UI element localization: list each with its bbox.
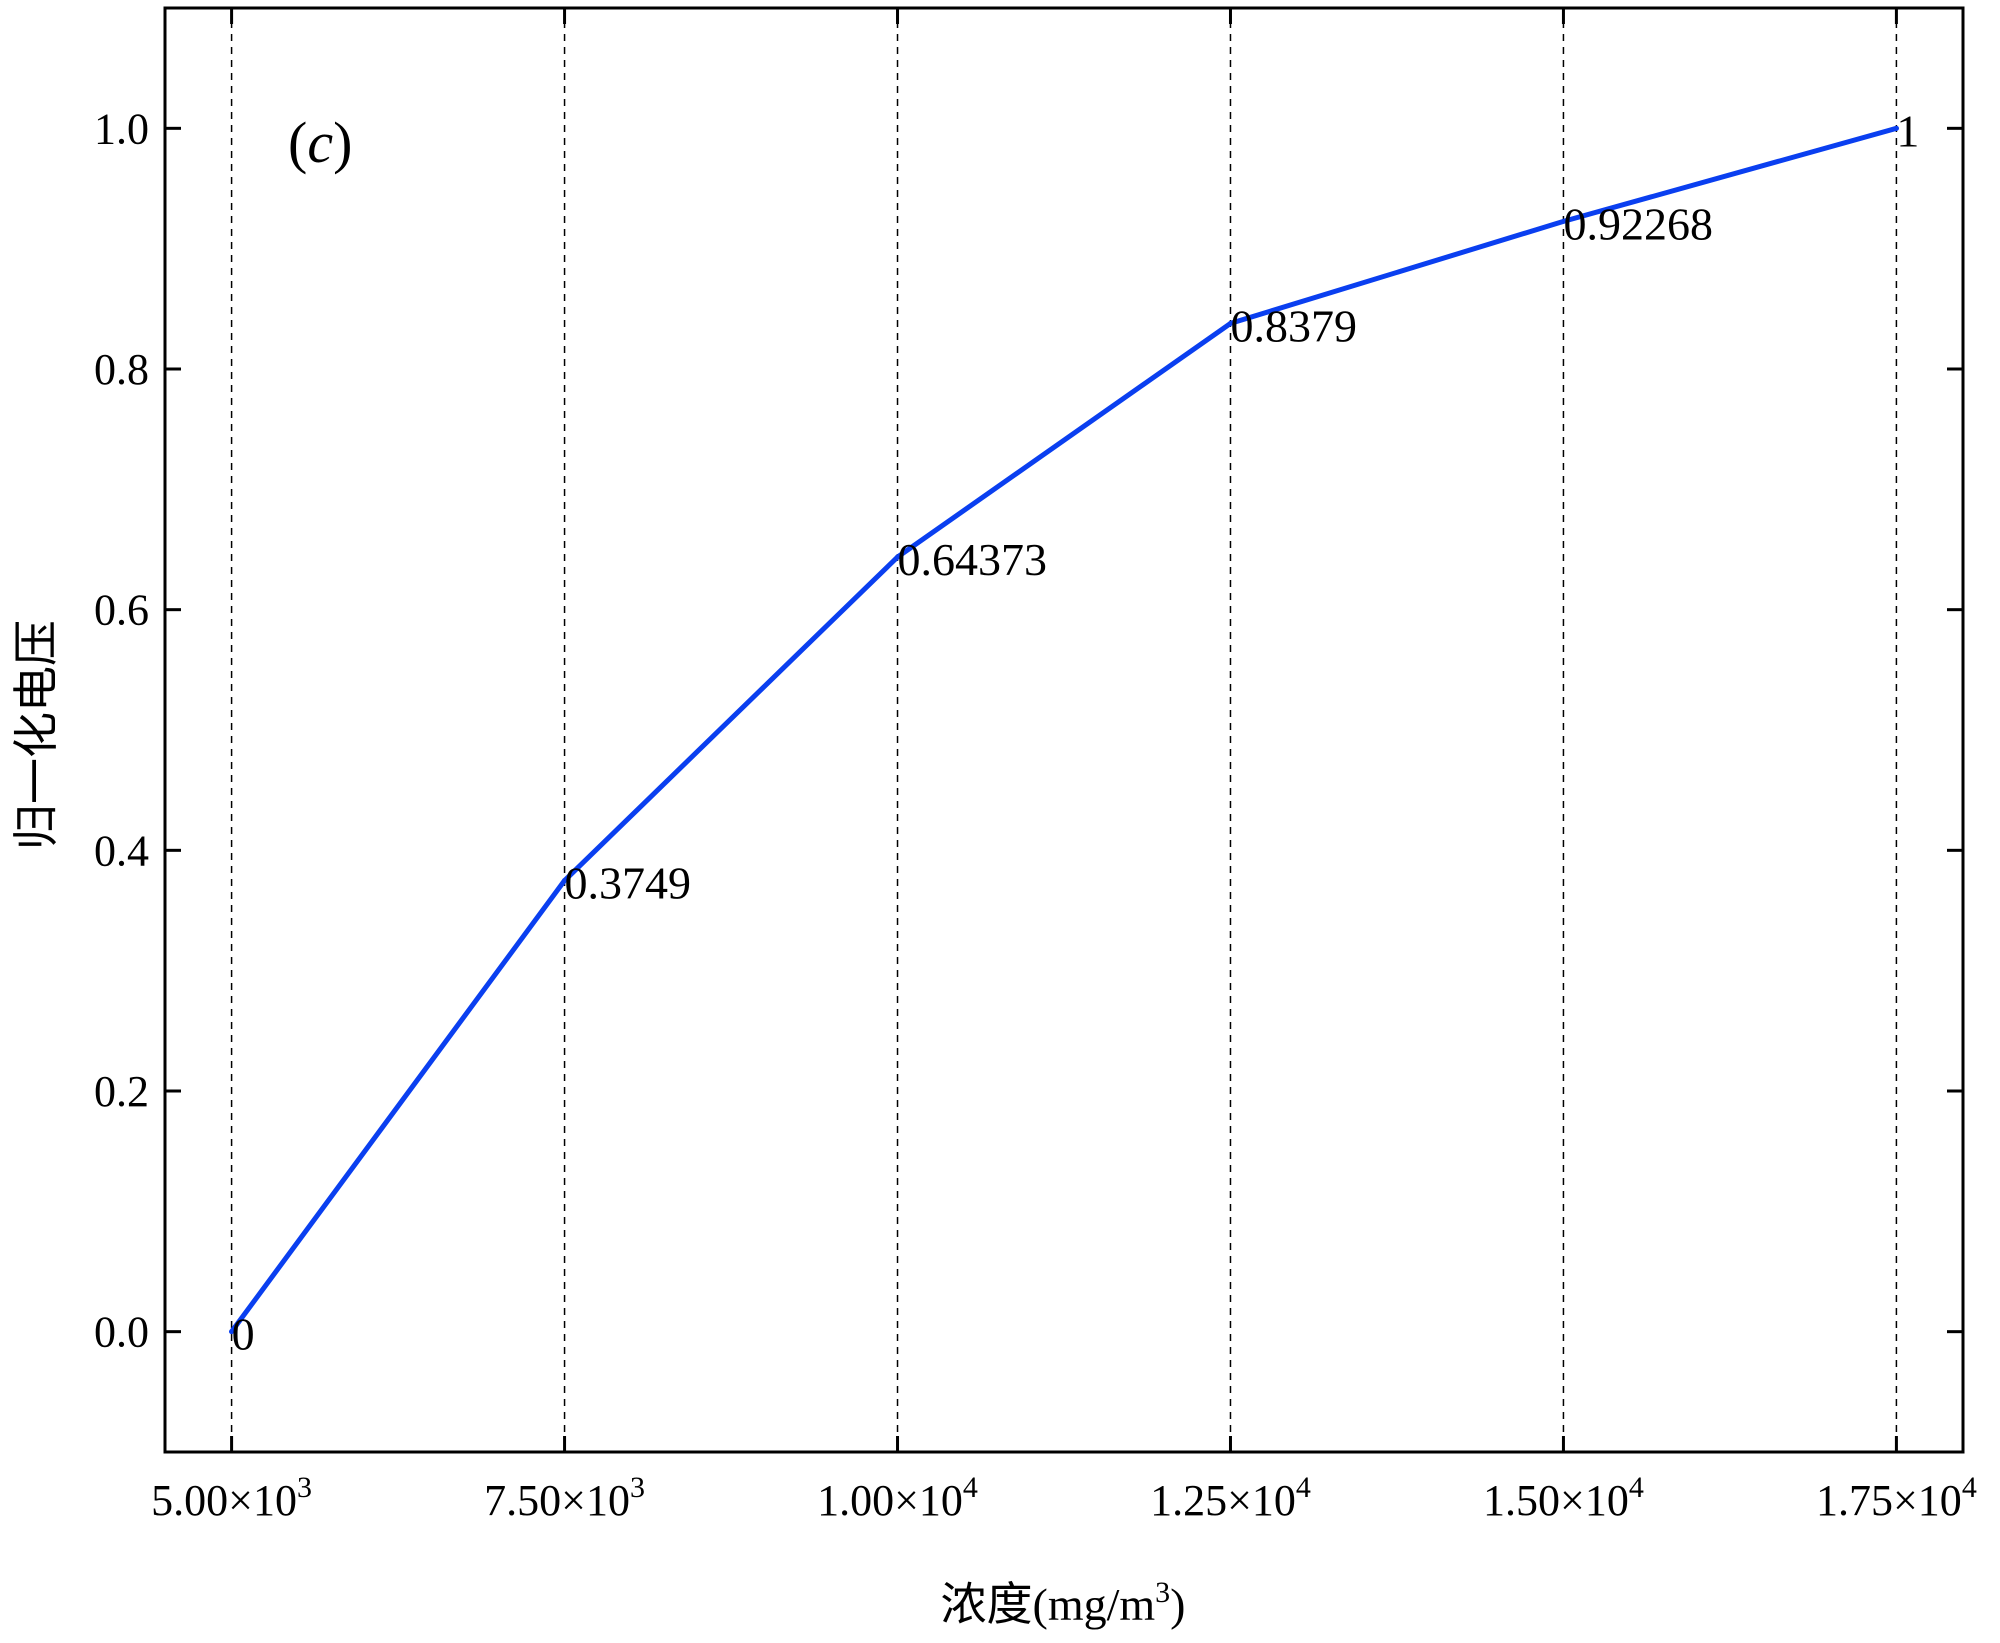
data-point (562, 878, 568, 884)
x-tick-label: 1.25×104 (1150, 1471, 1311, 1525)
y-tick-label: 0.4 (94, 826, 149, 875)
series-layer (229, 125, 1899, 1335)
data-label: 0 (232, 1309, 255, 1360)
plot-frame (163, 6, 1965, 1454)
x-tick-label: 5.00×103 (151, 1471, 312, 1525)
y-tick-label: 1.0 (94, 104, 149, 153)
x-tick-label: 7.50×103 (484, 1471, 645, 1525)
y-tick-labels: 0.0 0.2 0.4 0.6 0.8 1.0 (94, 104, 149, 1356)
data-point (1560, 218, 1566, 224)
x-tick-labels: 5.00×103 7.50×103 1.00×104 1.25×104 1.50×104… (151, 1471, 1977, 1525)
data-point (229, 1329, 235, 1335)
x-gridlines (230, 8, 1898, 1452)
y-tick-label: 0.8 (94, 345, 149, 394)
data-point (1893, 125, 1899, 131)
data-label: 0.92268 (1563, 198, 1713, 249)
series-line (229, 125, 1899, 1335)
x-axis-title: 浓度(mg/m3) (941, 1576, 1186, 1630)
x-tick-label: 1.50×104 (1483, 1471, 1644, 1525)
y-tick-label: 0.2 (94, 1067, 149, 1116)
data-label: 0.3749 (565, 858, 692, 909)
axis-ticks (165, 8, 1963, 1452)
data-label: 1 (1896, 105, 1919, 156)
data-point (1227, 320, 1233, 326)
data-label: 0.64373 (898, 534, 1048, 585)
y-tick-label: 0.0 (94, 1308, 149, 1357)
x-tick-label: 1.75×104 (1816, 1471, 1977, 1525)
data-label: 0.8379 (1230, 300, 1357, 351)
panel-tag: (c) (288, 110, 352, 175)
data-point (895, 554, 901, 560)
x-tick-label: 1.00×104 (817, 1471, 978, 1525)
data-labels: 0 0.3749 0.64373 0.8379 0.92268 1 (232, 105, 1920, 1359)
y-axis-title: 归一化电压 (11, 620, 62, 850)
y-tick-label: 0.6 (94, 586, 149, 635)
